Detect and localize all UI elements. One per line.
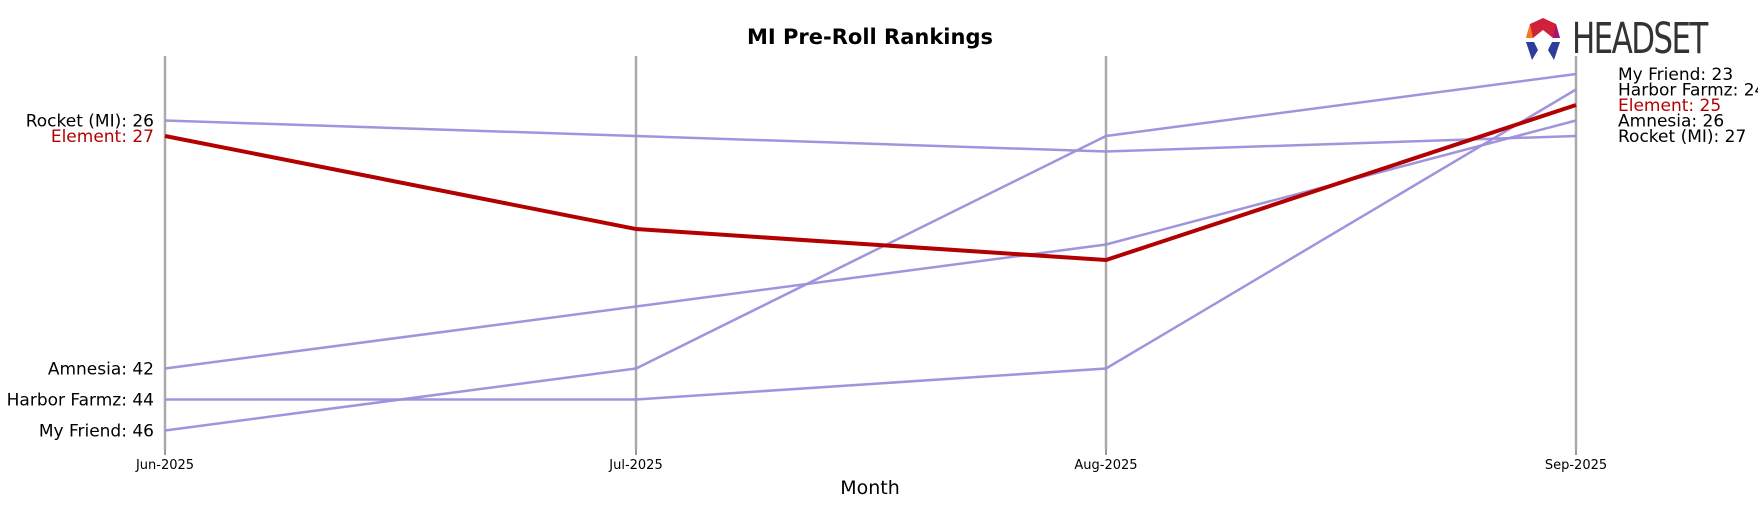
headset-logo-icon [1526, 18, 1560, 60]
x-tick-label: Jun-2025 [135, 458, 194, 473]
end-label-rocket-mi-: Rocket (MI): 27 [1618, 127, 1746, 147]
end-label-harbor-farmz: Harbor Farmz: 24 [1618, 81, 1758, 101]
start-label-my-friend: My Friend: 46 [39, 422, 154, 442]
x-tick-label: Aug-2025 [1074, 458, 1137, 473]
start-label-rocket-mi-: Rocket (MI): 26 [26, 112, 154, 132]
start-label-element: Element: 27 [51, 127, 154, 147]
chart-title: MI Pre-Roll Rankings [747, 25, 993, 49]
start-label-amnesia: Amnesia: 42 [48, 360, 154, 380]
logo-text: HEADSET [1572, 14, 1708, 64]
end-label-my-friend: My Friend: 23 [1618, 65, 1733, 85]
x-tick-label: Jul-2025 [608, 458, 662, 473]
series-line-rocket-mi- [164, 119, 1577, 153]
series-line-my-friend [164, 72, 1577, 432]
x-tick-label: Sep-2025 [1545, 458, 1607, 473]
series-line-element [164, 103, 1577, 263]
end-label-amnesia: Amnesia: 26 [1618, 112, 1724, 132]
start-label-harbor-farmz: Harbor Farmz: 44 [7, 391, 154, 411]
headset-logo: HEADSET [1520, 14, 1740, 64]
x-axis-label: Month [840, 477, 900, 499]
end-label-element: Element: 25 [1618, 96, 1721, 116]
